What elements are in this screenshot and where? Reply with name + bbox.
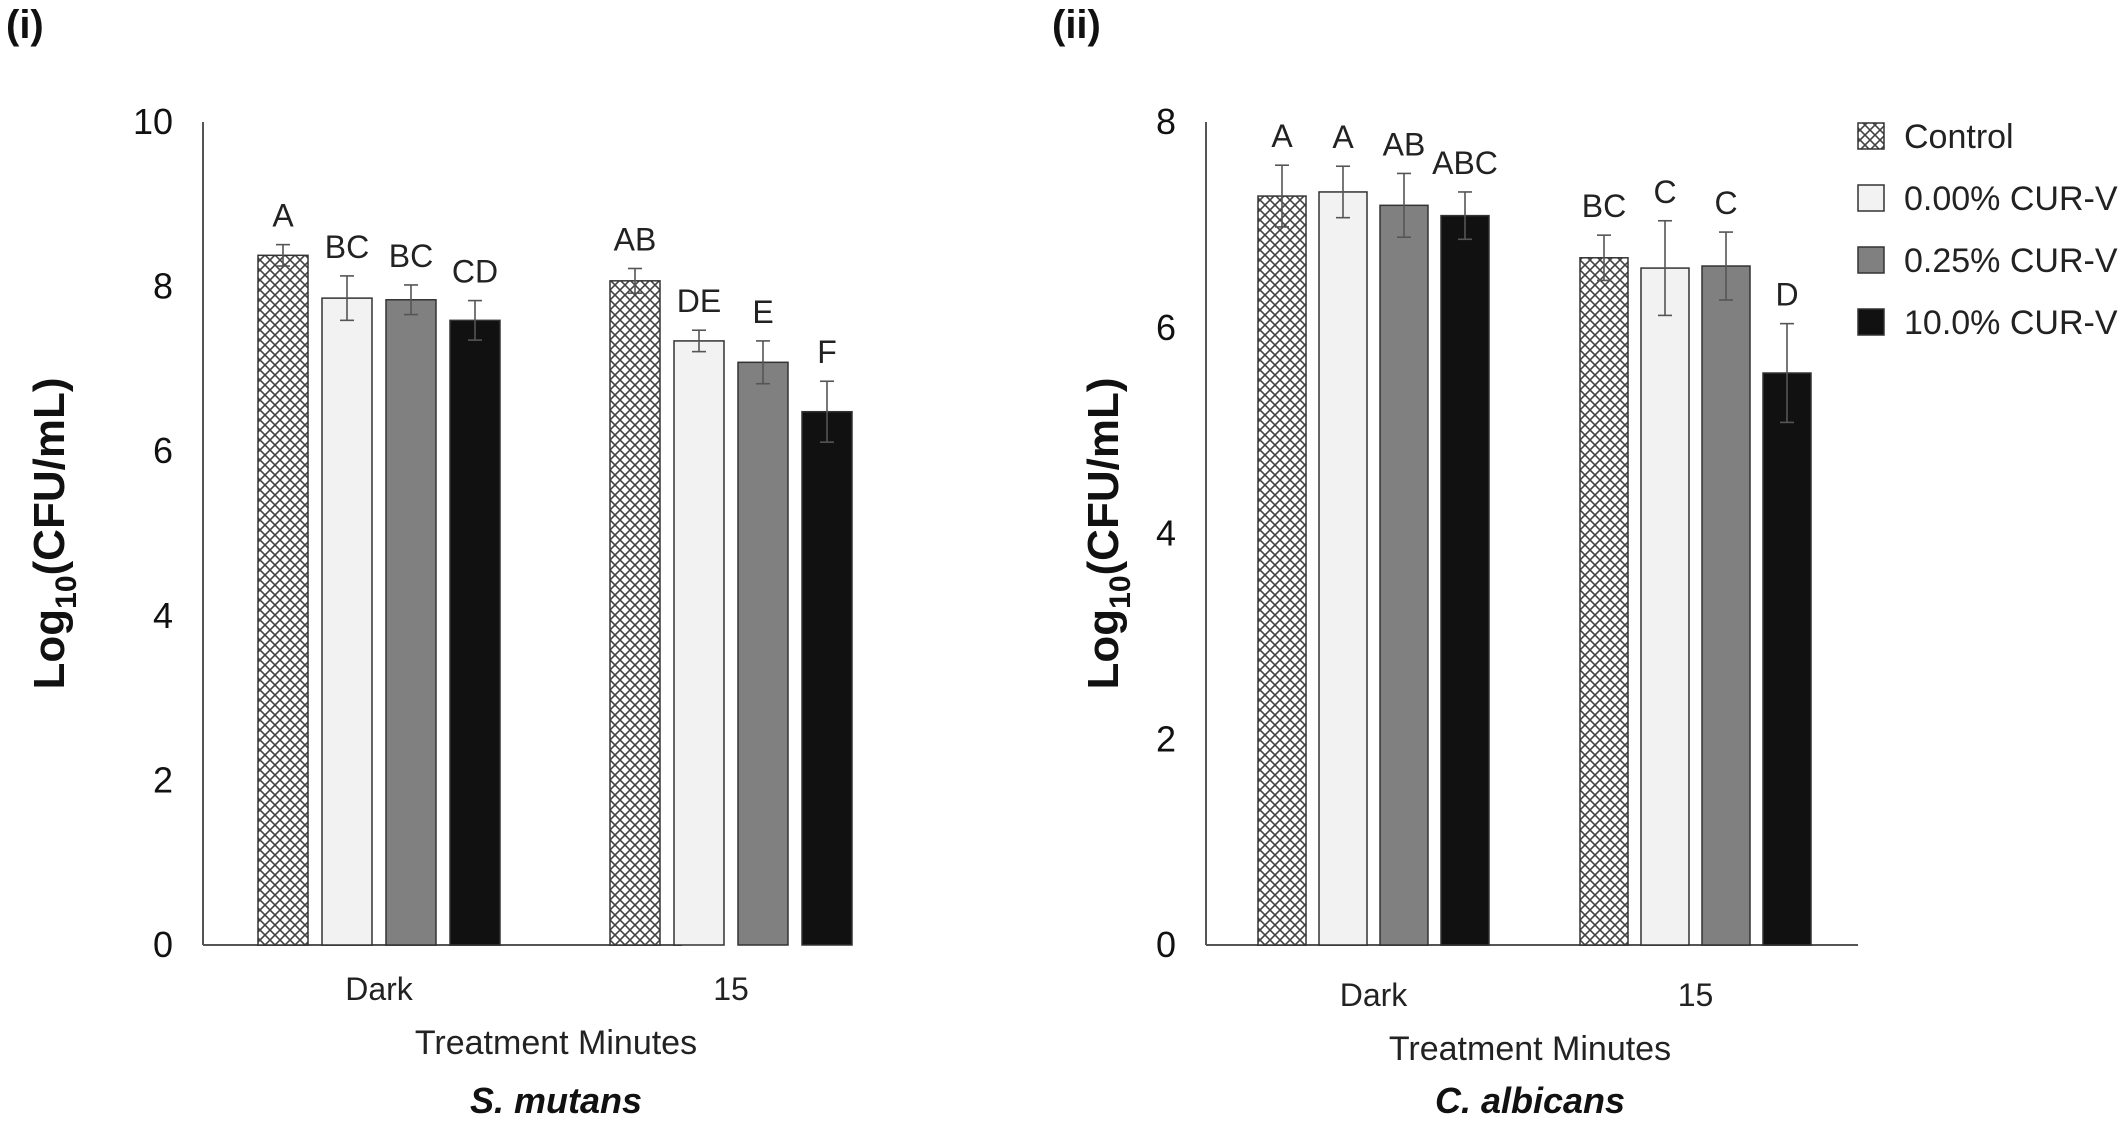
y-tick-label-2: 2 <box>153 759 173 800</box>
y-tick-label-2: 2 <box>1156 718 1176 759</box>
bar-dark-0-00-cur-v <box>321 297 373 946</box>
significance-label-15-control: BC <box>1582 188 1626 224</box>
legend-swatch-control <box>1857 122 1885 150</box>
significance-label-15-control: AB <box>614 221 657 257</box>
y-axis-title-rest: (CFU/mL) <box>1079 378 1128 576</box>
bar-15-10-0-cur-v <box>801 410 853 946</box>
bar-dark-10-0-cur-v <box>449 319 501 946</box>
y-tick-label-4: 4 <box>1156 513 1176 554</box>
bar-dark-0-25-cur-v <box>385 299 437 946</box>
bar-15-0-25-cur-v <box>1701 265 1751 946</box>
significance-label-15-10-0-cur-v: F <box>817 334 837 370</box>
x-category-label-15: 15 <box>1678 977 1714 1013</box>
y-tick-label-6: 6 <box>1156 307 1176 348</box>
y-tick-label-8: 8 <box>153 266 173 307</box>
significance-label-15-0-25-cur-v: E <box>752 294 773 330</box>
legend-label-control: Control <box>1904 118 2014 156</box>
significance-label-dark-control: A <box>272 198 294 234</box>
significance-label-15-0-25-cur-v: C <box>1714 185 1737 221</box>
organism-title: S. mutans <box>470 1080 642 1121</box>
bar-dark-control <box>257 254 309 946</box>
y-tick-label-4: 4 <box>153 595 173 636</box>
bar-dark-10-0-cur-v <box>1440 214 1490 946</box>
y-tick-label-0: 0 <box>1156 924 1176 965</box>
organism-title: C. albicans <box>1435 1080 1625 1121</box>
bar-15-0-25-cur-v <box>737 361 789 946</box>
panel-label: (ii) <box>1052 3 1101 47</box>
bar-15-10-0-cur-v <box>1762 372 1812 946</box>
significance-label-15-0-00-cur-v: C <box>1653 174 1676 210</box>
legend-label-0-25-cur-v: 0.25% CUR-V <box>1904 242 2118 280</box>
legend-label-10-0-cur-v: 10.0% CUR-V <box>1904 304 2118 342</box>
x-category-label-dark: Dark <box>345 971 414 1007</box>
bar-dark-control <box>1257 195 1307 946</box>
bar-dark-0-00-cur-v <box>1318 191 1368 946</box>
significance-label-dark-10-0-cur-v: CD <box>452 254 498 290</box>
x-category-label-15: 15 <box>713 971 749 1007</box>
y-axis-title: Log10(CFU/mL) <box>1079 378 1137 690</box>
significance-label-dark-0-00-cur-v: BC <box>325 229 369 265</box>
y-tick-label-10: 10 <box>133 101 173 142</box>
legend-swatch-0-00-cur-v <box>1857 184 1885 212</box>
y-axis-title-subscript: 10 <box>50 575 83 608</box>
bar-15-0-00-cur-v <box>1640 267 1690 946</box>
y-axis-title-subscript: 10 <box>1104 575 1137 608</box>
significance-label-dark-0-25-cur-v: AB <box>1383 126 1426 162</box>
y-tick-label-6: 6 <box>153 430 173 471</box>
bar-dark-0-25-cur-v <box>1379 204 1429 946</box>
legend-swatch-10-0-cur-v <box>1857 308 1885 336</box>
significance-label-dark-0-00-cur-v: A <box>1332 119 1354 155</box>
y-tick-label-0: 0 <box>153 924 173 965</box>
y-tick-label-8: 8 <box>1156 101 1176 142</box>
significance-label-dark-10-0-cur-v: ABC <box>1432 145 1498 181</box>
y-axis-title-rest: (CFU/mL) <box>25 378 74 576</box>
panel-label: (i) <box>6 3 44 47</box>
legend-swatch-0-25-cur-v <box>1857 246 1885 274</box>
x-axis-title: Treatment Minutes <box>415 1024 697 1062</box>
bar-15-0-00-cur-v <box>673 340 725 946</box>
legend-label-0-00-cur-v: 0.00% CUR-V <box>1904 180 2118 218</box>
significance-label-15-10-0-cur-v: D <box>1775 277 1798 313</box>
x-axis-title: Treatment Minutes <box>1389 1030 1671 1068</box>
significance-label-dark-control: A <box>1271 118 1293 154</box>
y-axis-title-main: Log <box>25 609 74 690</box>
legend: Control 0.00% CUR-V 0.25% CUR-V 10.0% CUR-V <box>1857 118 2118 342</box>
bar-15-control <box>1579 257 1629 946</box>
significance-label-dark-0-25-cur-v: BC <box>389 238 433 274</box>
bar-15-control <box>609 280 661 946</box>
significance-label-15-0-00-cur-v: DE <box>677 283 721 319</box>
y-axis-title: Log10(CFU/mL) <box>25 378 83 690</box>
x-category-label-dark: Dark <box>1340 977 1409 1013</box>
y-axis-title-main: Log <box>1079 609 1128 690</box>
